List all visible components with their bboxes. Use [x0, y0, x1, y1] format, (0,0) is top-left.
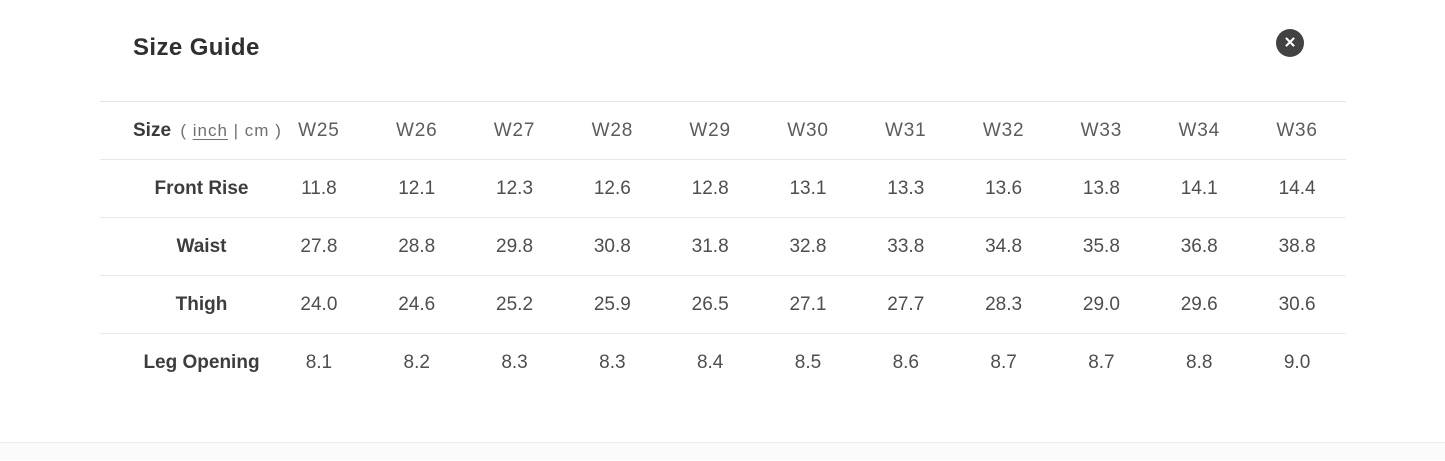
cell-value: 14.4: [1278, 177, 1316, 199]
cell-value: 25.9: [593, 293, 631, 315]
column-header: W28: [591, 119, 634, 141]
table-row: Waist 27.8 28.8 29.8 30.8 31.8 32.8 33.8 34.8 35.…: [100, 218, 1346, 276]
row-label: Thigh: [175, 293, 228, 315]
cell-value: 8.7: [1088, 351, 1115, 373]
cell-value: 34.8: [985, 235, 1023, 257]
cell-value: 8.4: [696, 351, 724, 373]
cell-value: 12.1: [398, 177, 436, 199]
cell-value: 28.8: [398, 235, 436, 257]
unit-toggle-group: ( inch | cm ): [180, 121, 282, 140]
table-row: Thigh 24.0 24.6 25.2 25.9 26.5 27.1 27.7 28.3 29.…: [100, 276, 1346, 334]
cell-value: 13.8: [1082, 177, 1120, 199]
cell-value: 27.8: [300, 235, 338, 257]
cell-value: 27.1: [789, 293, 827, 315]
close-icon: ✕: [1283, 34, 1297, 51]
cell-value: 29.8: [496, 235, 534, 257]
cell-value: 32.8: [789, 235, 827, 257]
cell-value: 13.6: [985, 177, 1023, 199]
cell-value: 8.3: [599, 351, 626, 373]
cell-value: 33.8: [887, 235, 925, 257]
column-header: W32: [982, 119, 1025, 141]
cell-value: 36.8: [1180, 235, 1218, 257]
column-header: W29: [689, 119, 731, 141]
column-header: W31: [885, 119, 927, 141]
column-header: W27: [493, 119, 536, 141]
cell-value: 8.1: [305, 351, 333, 373]
cell-value: 31.8: [691, 235, 729, 257]
cell-value: 38.8: [1278, 235, 1316, 257]
cell-value: 29.6: [1180, 293, 1218, 315]
unit-inch-toggle[interactable]: inch: [192, 120, 228, 140]
column-header: W33: [1080, 119, 1123, 141]
cell-value: 24.6: [398, 293, 436, 315]
modal-header: Size Guide ✕: [0, 0, 1445, 101]
row-label: Front Rise: [154, 177, 249, 199]
row-label: Leg Opening: [143, 351, 260, 373]
size-unit-header: Size ( inch | cm ): [100, 102, 281, 160]
row-label: Waist: [176, 235, 227, 257]
cell-value: 8.7: [990, 351, 1017, 373]
cell-value: 35.8: [1082, 235, 1120, 257]
page-title: Size Guide: [133, 34, 260, 61]
size-guide-table: Size ( inch | cm ) W25 W26 W27 W28 W29 W30 W31…: [100, 101, 1346, 392]
unit-close-paren: ): [275, 120, 282, 140]
column-header: W30: [787, 119, 829, 141]
cell-value: 8.3: [501, 351, 528, 373]
column-header: W34: [1178, 119, 1220, 141]
column-header: W36: [1276, 119, 1318, 141]
cell-value: 13.1: [789, 177, 827, 199]
unit-separator: |: [233, 120, 240, 140]
cell-value: 12.8: [691, 177, 729, 199]
cell-value: 9.0: [1283, 351, 1311, 373]
cell-value: 29.0: [1082, 293, 1120, 315]
cell-value: 12.6: [593, 177, 631, 199]
cell-value: 30.6: [1278, 293, 1316, 315]
column-header: W25: [298, 119, 340, 141]
cell-value: 8.2: [403, 351, 430, 373]
cell-value: 28.3: [985, 293, 1023, 315]
cell-value: 14.1: [1180, 177, 1218, 199]
cell-value: 8.5: [794, 351, 822, 373]
column-header: W26: [395, 119, 438, 141]
cell-value: 27.7: [887, 293, 925, 315]
table-row: Front Rise 11.8 12.1 12.3 12.6 12.8 13.1 13.3 13…: [100, 160, 1346, 218]
table-body: Front Rise 11.8 12.1 12.3 12.6 12.8 13.1 13.3 13…: [100, 160, 1346, 392]
close-button[interactable]: ✕: [1276, 29, 1304, 57]
cell-value: 11.8: [301, 177, 337, 199]
cell-value: 13.3: [887, 177, 925, 199]
table-header-row: Size ( inch | cm ) W25 W26 W27 W28 W29 W30 W31…: [100, 101, 1346, 160]
page-background: [0, 443, 1445, 460]
size-guide-modal: Size Guide ✕ Size ( inch | cm ) W25 W26 W2…: [0, 0, 1445, 443]
cell-value: 30.8: [593, 235, 631, 257]
cell-value: 26.5: [691, 293, 729, 315]
size-label: Size: [133, 119, 172, 141]
cell-value: 12.3: [496, 177, 534, 199]
cell-value: 24.0: [300, 293, 338, 315]
unit-open-paren: (: [180, 120, 187, 140]
unit-cm-toggle[interactable]: cm: [244, 120, 270, 140]
table-row: Leg Opening 8.1 8.2 8.3 8.3 8.4 8.5 8.6 8.7 8.7 8.…: [100, 334, 1346, 392]
cell-value: 25.2: [496, 293, 534, 315]
cell-value: 8.6: [892, 351, 919, 373]
cell-value: 8.8: [1186, 351, 1213, 373]
